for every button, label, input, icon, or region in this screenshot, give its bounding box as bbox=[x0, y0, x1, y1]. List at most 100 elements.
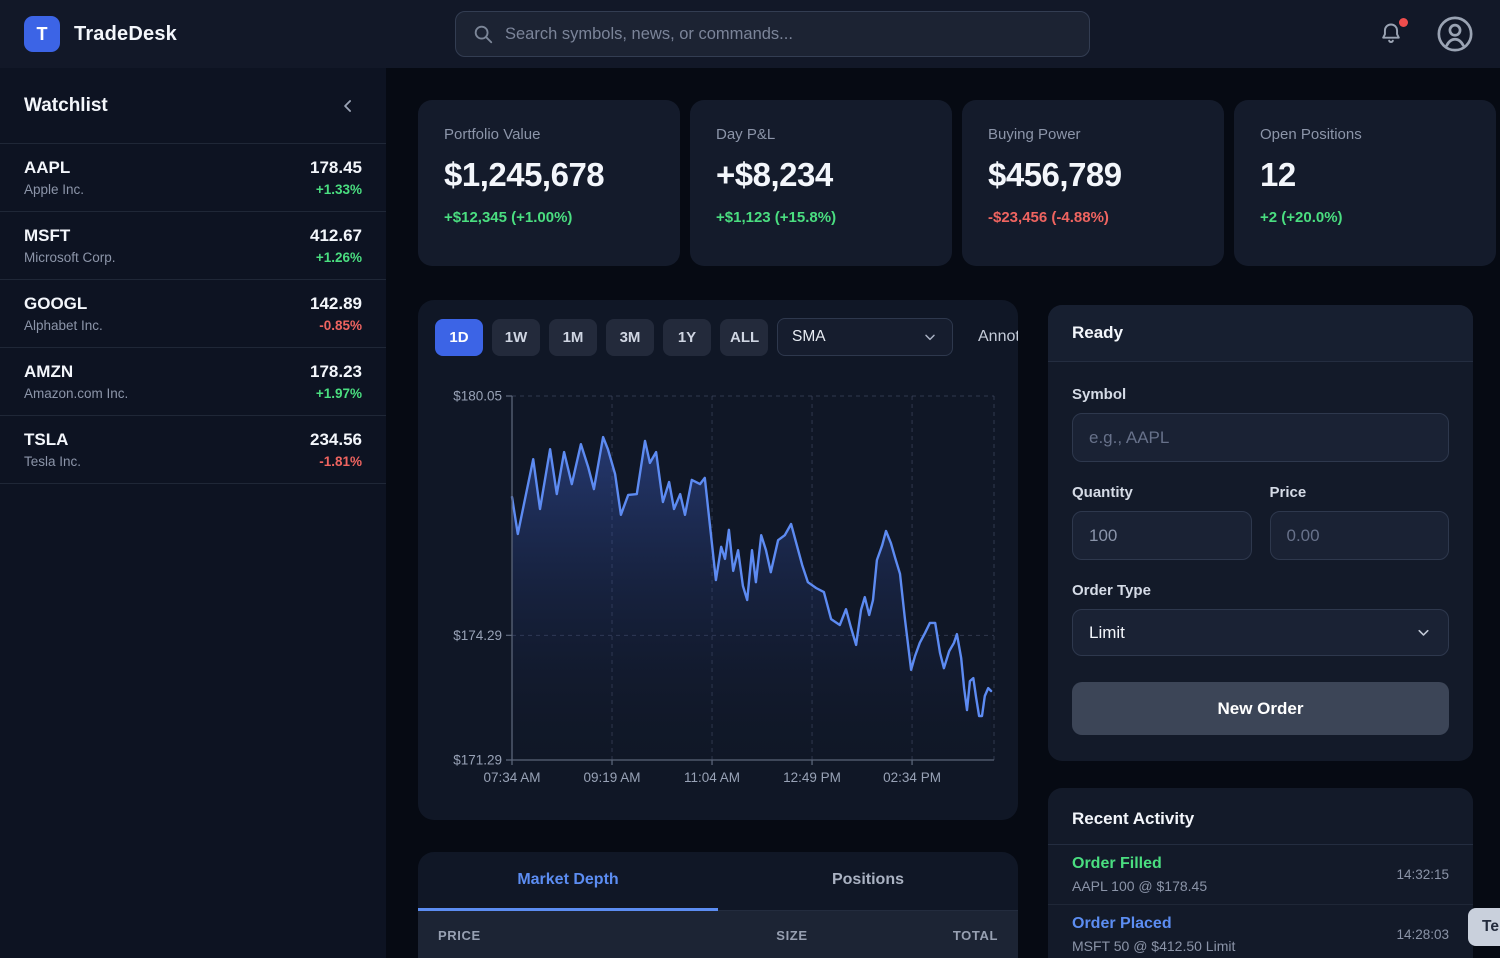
price: 178.23 bbox=[310, 362, 362, 381]
stat-value: $456,789 bbox=[988, 156, 1122, 193]
activity-status: Order Filled bbox=[1072, 855, 1162, 872]
stat-change: -$23,456 (-4.88%) bbox=[988, 209, 1109, 226]
change: +1.97% bbox=[315, 386, 362, 401]
watchlist-item-googl[interactable]: GOOGL Alphabet Inc. 142.89 -0.85% bbox=[0, 280, 386, 348]
symbol-label: Symbol bbox=[1072, 386, 1127, 403]
stat-change: +$12,345 (+1.00%) bbox=[444, 209, 573, 226]
recent-activity-title: Recent Activity bbox=[1048, 788, 1473, 845]
indicator-select[interactable]: SMA bbox=[777, 318, 953, 356]
notifications-button[interactable] bbox=[1378, 18, 1408, 47]
svg-text:07:34 AM: 07:34 AM bbox=[483, 770, 540, 785]
order-form: Symbol Quantity Price Order Type Limit bbox=[1048, 362, 1473, 759]
column-price: PRICE bbox=[438, 928, 481, 943]
activity-time: 14:28:03 bbox=[1396, 927, 1449, 942]
stat-label: Portfolio Value bbox=[444, 126, 541, 143]
watchlist-item-aapl[interactable]: AAPL Apple Inc. 178.45 +1.33% bbox=[0, 144, 386, 212]
price-field[interactable] bbox=[1269, 511, 1449, 560]
notification-dot bbox=[1399, 18, 1408, 27]
price: 142.89 bbox=[310, 294, 362, 313]
tab-market-depth[interactable]: Market Depth bbox=[418, 852, 718, 911]
collapse-sidebar-button[interactable] bbox=[334, 92, 362, 120]
activity-time: 14:32:15 bbox=[1396, 867, 1449, 882]
symbol-field[interactable] bbox=[1072, 413, 1449, 462]
global-search[interactable] bbox=[455, 11, 1090, 57]
chevron-down-icon bbox=[1418, 629, 1429, 636]
watchlist-item-tsla[interactable]: TSLA Tesla Inc. 234.56 -1.81% bbox=[0, 416, 386, 484]
tab-positions[interactable]: Positions bbox=[831, 871, 904, 888]
range-button-3m[interactable]: 3M bbox=[606, 318, 654, 356]
symbol: GOOGL bbox=[24, 294, 88, 313]
svg-text:$174.29: $174.29 bbox=[453, 628, 502, 643]
tabs-row: Market Depth Positions bbox=[418, 852, 1018, 911]
app-logo-letter: T bbox=[36, 23, 48, 44]
top-bar: T TradeDesk bbox=[0, 0, 1500, 68]
quantity-label: Quantity bbox=[1072, 484, 1133, 501]
price-label: Price bbox=[1269, 484, 1307, 501]
toast-notification[interactable]: Te bbox=[1468, 908, 1500, 946]
recent-activity-panel: Recent Activity Order Filled AAPL 100 @ … bbox=[1048, 788, 1473, 958]
search-input[interactable] bbox=[505, 24, 1073, 44]
annotate-label[interactable]: Annotate bbox=[978, 328, 1018, 345]
change: -0.85% bbox=[319, 318, 362, 333]
change: +1.33% bbox=[315, 182, 362, 197]
svg-text:12:49 PM: 12:49 PM bbox=[783, 770, 841, 785]
stat-card-day-pnl: Day P&L +$8,234 +$1,123 (+15.8%) bbox=[690, 100, 952, 266]
watchlist-item-amzn[interactable]: AMZN Amazon.com Inc. 178.23 +1.97% bbox=[0, 348, 386, 416]
price: 234.56 bbox=[310, 430, 362, 449]
watchlist-header: Watchlist bbox=[0, 68, 386, 144]
company-name: Tesla Inc. bbox=[24, 454, 82, 469]
symbol: AMZN bbox=[24, 362, 74, 381]
watchlist-item-msft[interactable]: MSFT Microsoft Corp. 412.67 +1.26% bbox=[0, 212, 386, 280]
bell-icon bbox=[1382, 23, 1400, 43]
order-panel: Ready Symbol Quantity Price Order Type L… bbox=[1048, 305, 1473, 761]
toast-text: Te bbox=[1482, 918, 1499, 935]
stat-change: +2 (+20.0%) bbox=[1260, 209, 1343, 226]
app-title: TradeDesk bbox=[74, 22, 177, 45]
avatar-icon bbox=[1437, 16, 1473, 52]
activity-status: Order Placed bbox=[1072, 915, 1172, 932]
stat-card-open-positions: Open Positions 12 +2 (+20.0%) bbox=[1234, 100, 1496, 266]
stat-label: Day P&L bbox=[716, 126, 776, 143]
price: 178.45 bbox=[310, 158, 362, 177]
change: +1.26% bbox=[315, 250, 362, 265]
search-icon bbox=[472, 23, 494, 45]
depth-table-header: PRICE SIZE TOTAL bbox=[418, 911, 1018, 958]
change: -1.81% bbox=[319, 454, 362, 469]
symbol: TSLA bbox=[24, 430, 69, 449]
price: 412.67 bbox=[310, 226, 362, 245]
range-button-1m[interactable]: 1M bbox=[549, 318, 597, 356]
column-size: SIZE bbox=[776, 928, 808, 943]
order-type-value: Limit bbox=[1089, 622, 1125, 642]
order-type-label: Order Type bbox=[1072, 582, 1151, 599]
svg-text:02:34 PM: 02:34 PM bbox=[883, 770, 941, 785]
quantity-field[interactable] bbox=[1072, 511, 1252, 560]
profile-button[interactable] bbox=[1436, 15, 1474, 53]
stat-label: Open Positions bbox=[1260, 126, 1362, 143]
stat-card-portfolio-value: Portfolio Value $1,245,678 +$12,345 (+1.… bbox=[418, 100, 680, 266]
range-button-all[interactable]: ALL bbox=[720, 318, 768, 356]
company-name: Amazon.com Inc. bbox=[24, 386, 129, 401]
column-total: TOTAL bbox=[952, 928, 998, 943]
price-chart-card: 1D 1W 1M 3M 1Y ALL SMA Annotate $180.05 $… bbox=[418, 300, 1018, 820]
range-button-1w[interactable]: 1W bbox=[492, 318, 540, 356]
order-type-select[interactable]: Limit bbox=[1072, 609, 1449, 656]
activity-item[interactable]: Order Filled AAPL 100 @ $178.45 14:32:15 bbox=[1048, 845, 1473, 905]
header-actions bbox=[1378, 0, 1474, 68]
price-chart: $180.05 $174.29 $171.29 07:34 AM 09:19 AM 11:… bbox=[453, 389, 995, 785]
stat-value: +$8,234 bbox=[716, 156, 833, 193]
chevron-left-icon bbox=[344, 99, 351, 112]
range-button-1y[interactable]: 1Y bbox=[663, 318, 711, 356]
chevron-down-icon bbox=[925, 334, 935, 341]
stat-value: $1,245,678 bbox=[444, 156, 605, 193]
svg-text:$180.05: $180.05 bbox=[453, 389, 502, 404]
new-order-button[interactable]: New Order bbox=[1072, 682, 1449, 735]
range-button-1d[interactable]: 1D bbox=[435, 318, 483, 356]
stat-value: 12 bbox=[1260, 156, 1296, 193]
chart-toolbar: 1D 1W 1M 3M 1Y ALL SMA Annotate bbox=[418, 300, 1018, 356]
company-name: Microsoft Corp. bbox=[24, 250, 116, 265]
company-name: Alphabet Inc. bbox=[24, 318, 103, 333]
stats-row: Portfolio Value $1,245,678 +$12,345 (+1.… bbox=[418, 100, 1500, 266]
activity-item[interactable]: Order Placed MSFT 50 @ $412.50 Limit 14:… bbox=[1048, 905, 1473, 958]
stat-card-buying-power: Buying Power $456,789 -$23,456 (-4.88%) bbox=[962, 100, 1224, 266]
svg-text:09:19 AM: 09:19 AM bbox=[583, 770, 640, 785]
